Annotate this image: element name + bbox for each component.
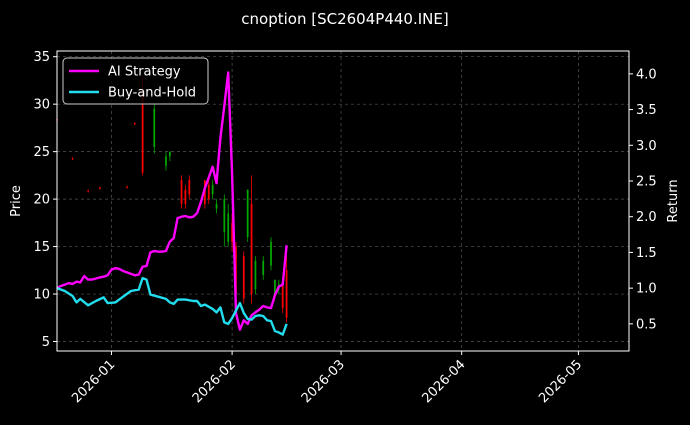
series-layer — [56, 71, 288, 336]
candle-body — [141, 89, 144, 173]
y-axis-label-right: Return — [666, 179, 681, 222]
candle-body — [250, 203, 253, 295]
candle-body — [184, 189, 187, 204]
candle-body — [126, 186, 128, 188]
y-left-tick-label: 10 — [33, 288, 50, 303]
y-left-tick-label: 25 — [33, 145, 50, 160]
candle-body — [153, 108, 156, 147]
legend-box — [62, 57, 209, 105]
y-axis-label-left: Price — [9, 185, 24, 217]
legend-label-buy-and-hold: Buy-and-Hold — [108, 86, 196, 101]
legend: AI Strategy Buy-and-Hold — [62, 57, 209, 105]
y-right-tick-label: 3.5 — [636, 103, 657, 118]
ai-strategy-line — [56, 71, 288, 331]
y-right-tick-label: 0.5 — [636, 317, 657, 332]
y-right-tick-label: 2.0 — [636, 210, 657, 225]
candle-body — [246, 189, 249, 238]
candle-body — [231, 222, 233, 242]
plot-frame — [56, 50, 630, 352]
y-right-tick-label: 1.5 — [636, 246, 657, 261]
y-left-tick-label: 5 — [42, 335, 50, 350]
candle-body — [254, 260, 257, 290]
candle-body — [133, 123, 136, 125]
candle-body — [180, 180, 183, 204]
y-right-tick-label: 1.0 — [636, 282, 657, 297]
legend-label-ai-strategy: AI Strategy — [108, 65, 181, 80]
candle-body — [207, 184, 210, 200]
y-left-tick-label: 35 — [33, 50, 50, 65]
candle-body — [227, 213, 230, 242]
candle-body — [281, 284, 284, 309]
candle-body — [98, 187, 101, 189]
candle-body — [215, 203, 218, 209]
y-left-tick-label: 15 — [33, 240, 50, 255]
y-right-tick-label: 2.5 — [636, 175, 657, 190]
candle-body — [270, 241, 272, 266]
y-right-tick-label: 4.0 — [636, 67, 657, 82]
chart-title: cnoption [SC2604P440.INE] — [241, 10, 448, 28]
candle-body — [168, 151, 171, 157]
candle-body — [87, 190, 90, 192]
candle-body — [211, 184, 214, 195]
candle-body — [262, 260, 265, 276]
candle-body — [165, 156, 167, 166]
candle-body — [188, 180, 191, 195]
candle-body — [285, 270, 288, 318]
candle-body — [223, 199, 226, 233]
buy-and-hold-line — [56, 276, 288, 336]
y-left-tick-label: 30 — [33, 98, 50, 113]
candle-body — [274, 279, 276, 295]
y-right-tick-label: 3.0 — [636, 139, 657, 154]
y-left-tick-label: 20 — [33, 193, 50, 208]
candle-body — [71, 158, 74, 160]
candle-body — [242, 256, 245, 299]
